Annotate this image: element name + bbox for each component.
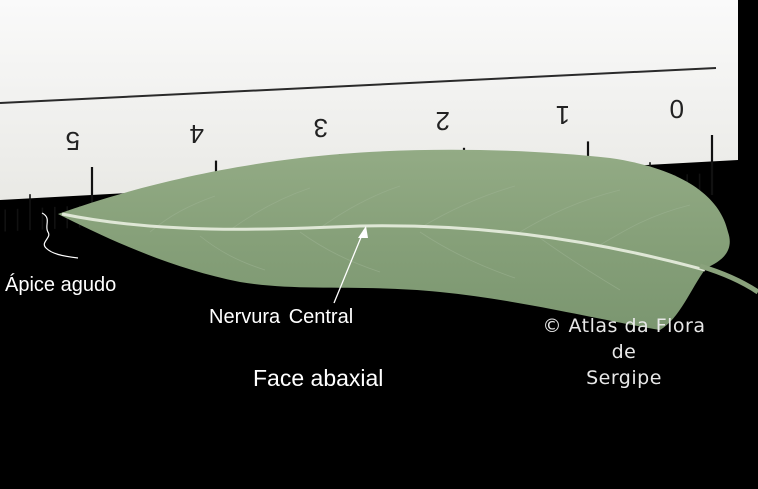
- credit-line-3: Sergipe: [586, 367, 662, 389]
- face-label: Face abaxial: [253, 365, 384, 391]
- ruler-number-4: 4: [190, 119, 204, 149]
- ruler-number-5: 5: [66, 126, 80, 156]
- apex-brace: [41, 212, 79, 259]
- leaf: [58, 149, 758, 330]
- ruler-number-1: 1: [556, 100, 570, 130]
- ruler-numbers: 5 4 3 2 1 0: [66, 94, 684, 156]
- apex-label: Ápice agudo: [5, 274, 117, 296]
- ruler-number-2: 2: [436, 106, 450, 136]
- midrib-label: Nervura Central: [209, 306, 354, 328]
- copyright-watermark: © Atlas da Flora de Sergipe: [506, 313, 742, 391]
- ruler-number-0: 0: [670, 94, 684, 124]
- credit-line-1: © Atlas da Flora: [542, 315, 706, 337]
- credit-line-2: de: [611, 341, 637, 363]
- midrib-pointer-arrow: [333, 226, 368, 304]
- ruler-number-3: 3: [314, 113, 328, 143]
